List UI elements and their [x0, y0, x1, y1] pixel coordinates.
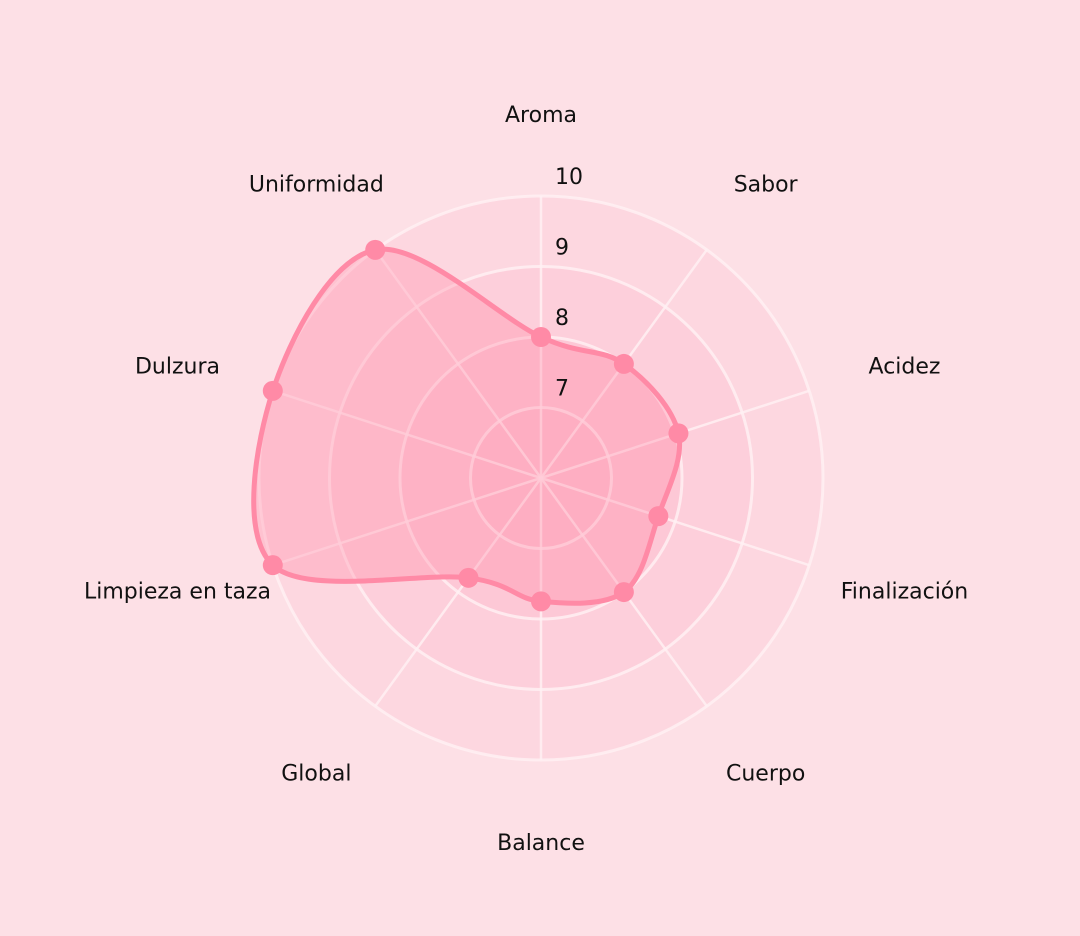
- axis-label: Sabor: [734, 173, 799, 198]
- tick-label: 9: [555, 236, 569, 261]
- data-point-9: [365, 239, 386, 260]
- data-point-0: [531, 327, 551, 347]
- axis-label: Dulzura: [135, 355, 220, 380]
- data-point-4: [613, 582, 634, 603]
- data-point-3: [648, 506, 669, 527]
- axis-label: Balance: [497, 831, 585, 856]
- data-point-1: [613, 353, 634, 374]
- data-point-7: [262, 555, 283, 576]
- axis-label: Aroma: [505, 103, 577, 128]
- axis-label: Finalización: [841, 579, 968, 604]
- axis-label: Cuerpo: [726, 761, 805, 786]
- axis-label: Limpieza en taza: [84, 579, 271, 604]
- grid-spoke: [374, 477, 543, 707]
- grid-spoke: [272, 476, 542, 567]
- grid-spoke: [374, 249, 543, 479]
- data-point-8: [262, 380, 283, 401]
- data-point-2: [668, 423, 689, 444]
- axis-label: Acidez: [869, 355, 941, 380]
- data-point-6: [458, 567, 479, 588]
- tick-label: 8: [555, 306, 569, 331]
- tick-label: 7: [555, 377, 569, 402]
- axis-label: Global: [281, 761, 351, 786]
- data-point-5: [531, 591, 551, 612]
- grid-spoke: [272, 389, 542, 480]
- axis-label: Uniformidad: [249, 173, 384, 198]
- grid-spoke: [540, 476, 810, 567]
- tick-label: 10: [555, 165, 583, 190]
